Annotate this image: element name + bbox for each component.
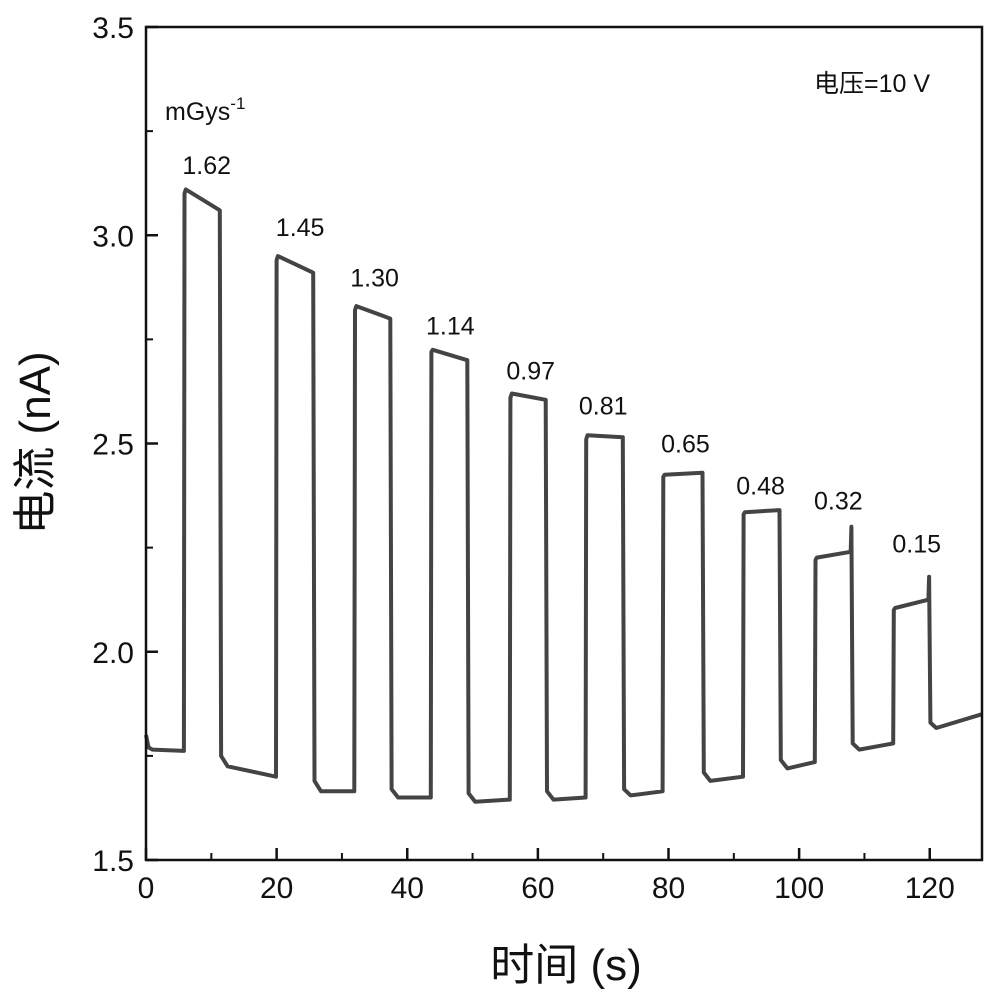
dose-rate-label: 0.65 — [661, 431, 710, 459]
x-tick-label: 60 — [521, 872, 554, 905]
x-tick-label: 80 — [652, 872, 685, 905]
dose-rate-label: 1.30 — [350, 264, 399, 292]
x-tick-label: 40 — [391, 872, 424, 905]
x-axis-title: 时间 (s) — [490, 941, 642, 990]
dose-rate-label: 1.45 — [276, 214, 325, 242]
dose-rate-label: 1.14 — [426, 312, 475, 340]
y-tick-label: 2.0 — [92, 637, 134, 670]
dose-rate-label: 0.97 — [506, 357, 555, 385]
y-tick-label: 2.5 — [92, 429, 134, 462]
dose-rate-label: 0.15 — [892, 531, 941, 559]
x-tick-label: 20 — [260, 872, 293, 905]
voltage-label: 电压=10 V — [814, 70, 930, 98]
y-tick-label: 3.5 — [92, 12, 134, 45]
y-axis-title: 电流 (nA) — [11, 351, 60, 534]
y-tick-label: 3.0 — [92, 220, 134, 253]
unit-label: mGys-1 — [165, 94, 245, 126]
current-series-line — [144, 187, 983, 804]
dose-rate-label: 0.81 — [579, 392, 628, 420]
dose-rate-label: 0.32 — [814, 488, 863, 516]
dose-rate-labels: 1.62 1.45 1.30 1.14 0.97 0.81 0.65 0.48 0.32 0.15 — [182, 152, 941, 559]
x-tick-label: 0 — [138, 872, 155, 905]
axis-ticks: 0 20 40 60 80 100 120 1.5 2.0 2.5 3.0 3.5 — [92, 12, 955, 905]
x-tick-label: 100 — [774, 872, 824, 905]
y-tick-label: 1.5 — [92, 845, 134, 878]
x-tick-label: 120 — [905, 872, 955, 905]
plot-frame — [144, 25, 984, 862]
dose-rate-label: 0.48 — [736, 473, 785, 501]
dose-rate-label: 1.62 — [182, 152, 231, 180]
